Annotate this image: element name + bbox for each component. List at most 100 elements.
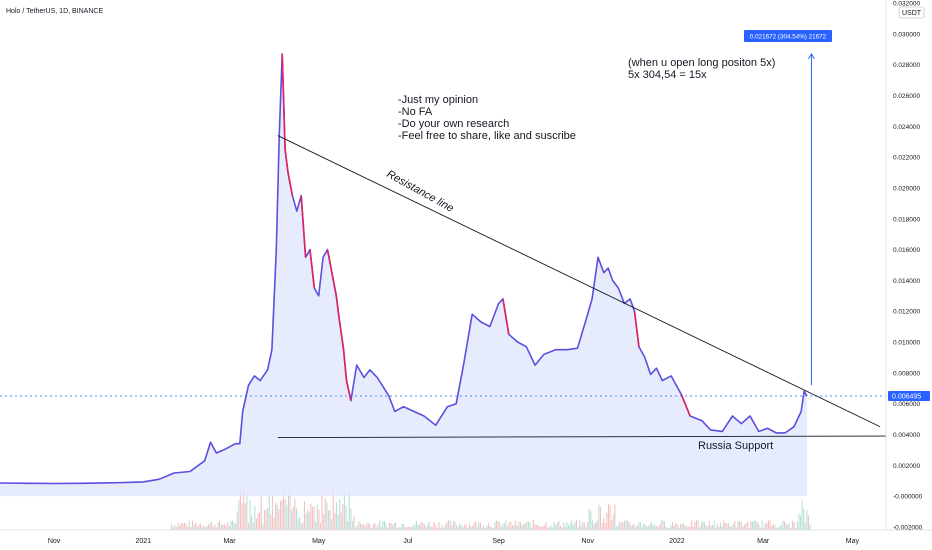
price-axis-panel [886, 0, 932, 550]
volume-bar [532, 520, 534, 530]
volume-bar [422, 523, 424, 530]
volume-bar [593, 523, 595, 530]
volume-bar [324, 498, 326, 530]
last-price-label: 0.006495 [892, 394, 921, 401]
volume-bar [500, 527, 502, 530]
volume-bar [428, 521, 430, 530]
volume-bar [775, 527, 777, 530]
volume-bar [327, 510, 329, 530]
volume-bar [388, 523, 390, 530]
volume-bar [721, 526, 723, 530]
volume-bar [718, 526, 720, 530]
volume-bar [487, 523, 489, 530]
volume-bar [622, 522, 624, 530]
volume-bar [707, 526, 709, 530]
support-line[interactable] [277, 435, 887, 439]
volume-bar [734, 521, 736, 530]
price-tick-label: 0.012000 [893, 309, 920, 316]
volume-bar [572, 524, 574, 530]
resistance-line[interactable] [277, 135, 881, 428]
volume-bar [691, 520, 693, 530]
volume-bar [372, 524, 374, 530]
volume-bar [590, 511, 592, 530]
volume-bar [375, 527, 377, 530]
volume-bar [278, 509, 280, 530]
volume-bar [369, 524, 371, 530]
down-segment [300, 195, 307, 258]
volume-bar [766, 522, 768, 530]
volume-bar [787, 524, 789, 530]
volume-bar [785, 523, 787, 530]
volume-bar [639, 522, 641, 530]
volume-bar [539, 526, 541, 530]
volume-bar [345, 505, 347, 530]
volume-bar [172, 527, 174, 530]
volume-bar [175, 527, 177, 530]
volume-bar [531, 527, 533, 530]
volume-bar [241, 503, 243, 530]
volume-bar [483, 525, 485, 530]
down-segment [342, 349, 348, 381]
volume-bar [675, 523, 677, 530]
resistance-label[interactable]: Resistance line [385, 168, 456, 215]
volume-bar [756, 521, 758, 530]
volume-bar [583, 522, 585, 530]
volume-bar [385, 523, 387, 530]
notes-annotation[interactable]: -Just my opinion -No FA -Do your own res… [398, 94, 576, 142]
volume-bar [527, 521, 529, 530]
down-segment [284, 149, 289, 173]
volume-bar [604, 523, 606, 530]
volume-bar [231, 520, 233, 530]
volume-bar [281, 500, 283, 530]
volume-bar [606, 512, 608, 530]
volume-bar [587, 521, 589, 530]
volume-bar [441, 524, 443, 530]
volume-bar [295, 507, 297, 530]
volume-bar [243, 489, 245, 530]
volume-bar [777, 527, 779, 530]
last-price-badge: 0.006495 [888, 391, 930, 402]
volume-bar [491, 527, 493, 530]
measure-label-badge[interactable]: 0.021672 (304.54%) 21672 [744, 30, 832, 42]
volume-bar [747, 522, 749, 530]
volume-bar [236, 511, 238, 530]
volume-bar [188, 520, 190, 530]
volume-bar [561, 527, 563, 530]
long-note-annotation[interactable]: (when u open long positon 5x) 5x 304,54 … [628, 57, 775, 81]
volume-bar [255, 518, 257, 530]
volume-bar [627, 520, 629, 530]
volume-bar [439, 527, 441, 530]
volume-bar [452, 520, 454, 530]
volume-bar [420, 521, 422, 530]
volume-bar [807, 515, 809, 530]
volume-bar [414, 524, 416, 530]
volume-bar [767, 520, 769, 530]
volume-bar [468, 523, 470, 530]
price-tick-label: 0.004000 [893, 432, 920, 439]
volume-bar [769, 520, 771, 530]
support-label[interactable]: Russia Support [698, 440, 773, 452]
volume-bar [771, 526, 773, 530]
volume-bar [337, 514, 339, 530]
volume-bar [257, 514, 259, 530]
volume-bar [558, 520, 560, 530]
volume-bar [396, 527, 398, 530]
volume-bar [617, 524, 619, 530]
volume-bar [630, 525, 632, 530]
volume-bar [183, 522, 185, 530]
volume-bar [609, 505, 611, 530]
volume-bar [740, 521, 742, 530]
volume-bar [516, 525, 518, 530]
volume-bar [395, 522, 397, 530]
volume-bar [646, 526, 648, 530]
volume-bar [681, 523, 683, 530]
down-segment [502, 298, 510, 335]
volume-bar [660, 520, 662, 530]
volume-bar [751, 521, 753, 530]
volume-bar [433, 521, 435, 530]
volume-bar [300, 523, 302, 530]
time-tick-label: Sep [492, 538, 505, 545]
volume-bar [425, 527, 427, 530]
measure-arrow[interactable] [808, 52, 815, 386]
volume-bar [463, 525, 465, 530]
